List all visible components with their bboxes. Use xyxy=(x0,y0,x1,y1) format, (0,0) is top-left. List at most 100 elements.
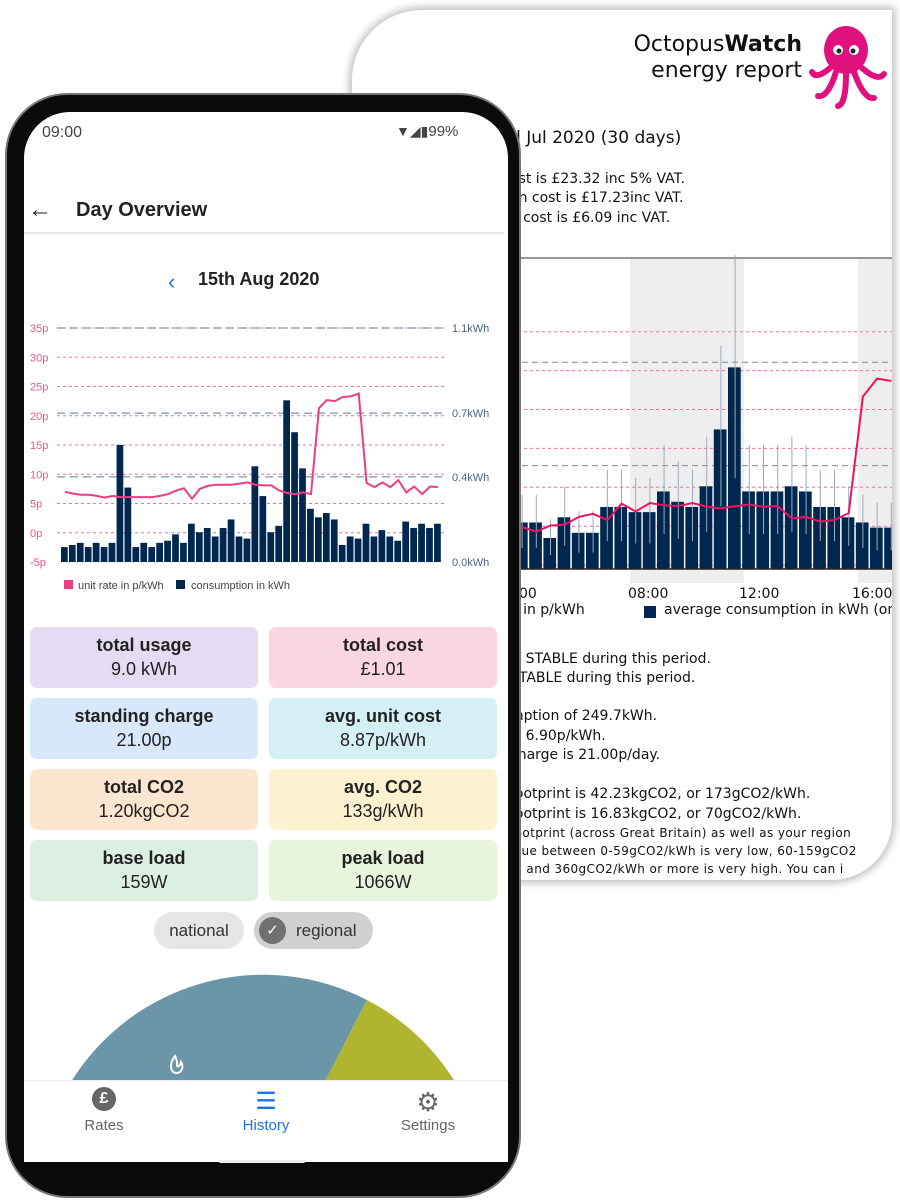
legend-label-rate: unit rate in p/kWh xyxy=(78,580,164,592)
report-note-line: h, and 360gCO2/kWh or more is very high.… xyxy=(510,862,844,876)
stat-card-title: avg. unit cost xyxy=(324,706,441,726)
y-left-tick-label: 20p xyxy=(30,411,48,423)
legend-swatch-consumption xyxy=(644,606,656,618)
stat-card-value: 9.0 kWh xyxy=(110,659,178,679)
stat-card-total-cost: total cost £1.01 xyxy=(269,627,497,688)
nav-history[interactable]: ☰ History xyxy=(186,1087,346,1134)
logo-brand-bold: Watch xyxy=(724,32,802,57)
home-indicator[interactable] xyxy=(219,1160,305,1163)
consumption-bar xyxy=(315,517,322,562)
x-tick-label: 16:00 xyxy=(852,586,892,600)
legend-label-consumption: consumption in kWh xyxy=(191,580,290,592)
report-period: d Jul 2020 (30 days) xyxy=(510,128,682,148)
consumption-bar xyxy=(322,513,330,562)
gauge-segment-moderate xyxy=(324,1000,456,1082)
chip-national[interactable]: national xyxy=(154,912,244,949)
consumption-bar xyxy=(259,496,267,562)
battery-icon: ▮ xyxy=(420,123,429,139)
app-screen: 09:00 ▼◢▮99% ← Day Overview ‹ 15th Aug 2… xyxy=(24,112,508,1162)
consumption-bar xyxy=(156,542,163,562)
consumption-bar xyxy=(235,536,243,562)
consumption-bar xyxy=(68,544,76,562)
avg-consumption-bar xyxy=(685,506,699,569)
consumption-bar xyxy=(116,445,124,562)
y-left-tick-label: 25p xyxy=(30,382,48,394)
consumption-bar xyxy=(92,542,100,562)
nav-label: Rates xyxy=(84,1117,124,1134)
carbon-gauge xyxy=(70,974,456,1082)
y-right-tick-label: 1.1kWh xyxy=(452,323,489,335)
stat-card-value: 159W xyxy=(120,872,168,892)
gauge-segment-low xyxy=(70,974,368,1082)
avg-consumption-bar xyxy=(628,512,642,569)
report-total-cost: ost is £23.32 inc 5% VAT. xyxy=(510,171,685,187)
consumption-bar xyxy=(148,547,156,562)
consumption-bar xyxy=(188,523,195,562)
y-left-tick-label: 5p xyxy=(30,499,42,511)
y-left-tick-label: 15p xyxy=(30,440,48,452)
consumption-bar xyxy=(243,538,251,562)
avg-consumption-bar xyxy=(784,486,798,569)
consumption-bar xyxy=(346,536,354,562)
y-right-tick-label: 0.4kWh xyxy=(452,472,489,484)
y-left-tick-label: 35p xyxy=(30,323,48,335)
stat-card-title: peak load xyxy=(341,848,425,868)
nav-label: History xyxy=(242,1117,290,1134)
stat-card-title: base load xyxy=(102,848,186,868)
consumption-bar xyxy=(100,547,108,562)
history-icon: ☰ xyxy=(255,1088,277,1115)
nav-settings[interactable]: ⚙ Settings xyxy=(348,1087,508,1134)
consumption-bar xyxy=(164,540,171,562)
avg-consumption-bar xyxy=(557,517,571,569)
chip-national-label: national xyxy=(169,921,229,940)
avg-consumption-bar xyxy=(529,522,542,569)
report-logo-title: OctopusWatch xyxy=(634,32,802,57)
chip-regional-label: regional xyxy=(296,921,357,940)
avg-consumption-bar xyxy=(884,527,892,569)
unit-rate-line xyxy=(521,377,892,533)
y-left-tick-label: -5p xyxy=(30,557,46,569)
report-summary-line: mption of 249.7kWh. xyxy=(510,708,658,724)
avg-consumption-bar xyxy=(870,527,883,569)
report-consumption-cost: on cost is £17.23inc VAT. xyxy=(510,190,684,206)
logo-brand-light: Octopus xyxy=(633,32,725,57)
consumption-bar xyxy=(195,532,203,562)
consumption-bar xyxy=(61,547,68,562)
y-right-tick-label: 0.0kWh xyxy=(452,557,489,569)
y-left-tick-label: 10p xyxy=(30,469,48,481)
x-tick-label: 00 xyxy=(519,586,537,600)
consumption-bar xyxy=(370,536,378,562)
consumption-bar xyxy=(108,542,116,562)
consumption-bar xyxy=(180,542,187,562)
consumption-bar xyxy=(418,523,425,562)
report-note-line: footprint (across Great Britain) as well… xyxy=(510,826,852,840)
previous-day-chevron-icon[interactable]: ‹ xyxy=(168,269,176,294)
x-tick-label: 08:00 xyxy=(628,586,668,600)
back-arrow-icon[interactable]: ← xyxy=(28,196,52,223)
y-right-tick-label: 0.7kWh xyxy=(452,408,489,420)
unit-rate-line xyxy=(64,392,439,501)
consumption-bar xyxy=(386,536,394,562)
nav-rates[interactable]: £ Rates xyxy=(24,1087,184,1134)
chip-regional[interactable]: ✓ regional xyxy=(254,912,373,949)
avg-consumption-bar xyxy=(699,486,713,569)
consumption-bar xyxy=(338,544,346,562)
report-carbon-line: footprint is 42.23kgCO2, or 173gCO2/kWh. xyxy=(510,786,811,802)
consumption-bar xyxy=(227,519,235,562)
consumption-bar xyxy=(283,400,290,562)
phone-frame: 09:00 ▼◢▮99% ← Day Overview ‹ 15th Aug 2… xyxy=(5,93,521,1198)
stat-card-peak-load: peak load 1066W xyxy=(269,840,497,901)
legend-swatch-consumption xyxy=(176,580,185,589)
check-icon: ✓ xyxy=(259,917,286,944)
report-carbon-line: footprint is 16.83kgCO2, or 70gCO2/kWh. xyxy=(510,806,802,822)
stat-card-value: 133g/kWh xyxy=(342,801,424,821)
report-legend-rate: e in p/kWh xyxy=(510,602,585,618)
stat-card-base-load: base load 159W xyxy=(30,840,258,901)
nav-divider xyxy=(24,1080,508,1081)
avg-consumption-bar xyxy=(600,506,613,569)
stat-card-title: avg. CO2 xyxy=(343,777,423,797)
avg-consumption-bar xyxy=(855,522,869,569)
x-tick-label: 12:00 xyxy=(739,586,779,600)
avg-consumption-bar xyxy=(728,367,741,569)
consumption-bar xyxy=(211,536,219,562)
